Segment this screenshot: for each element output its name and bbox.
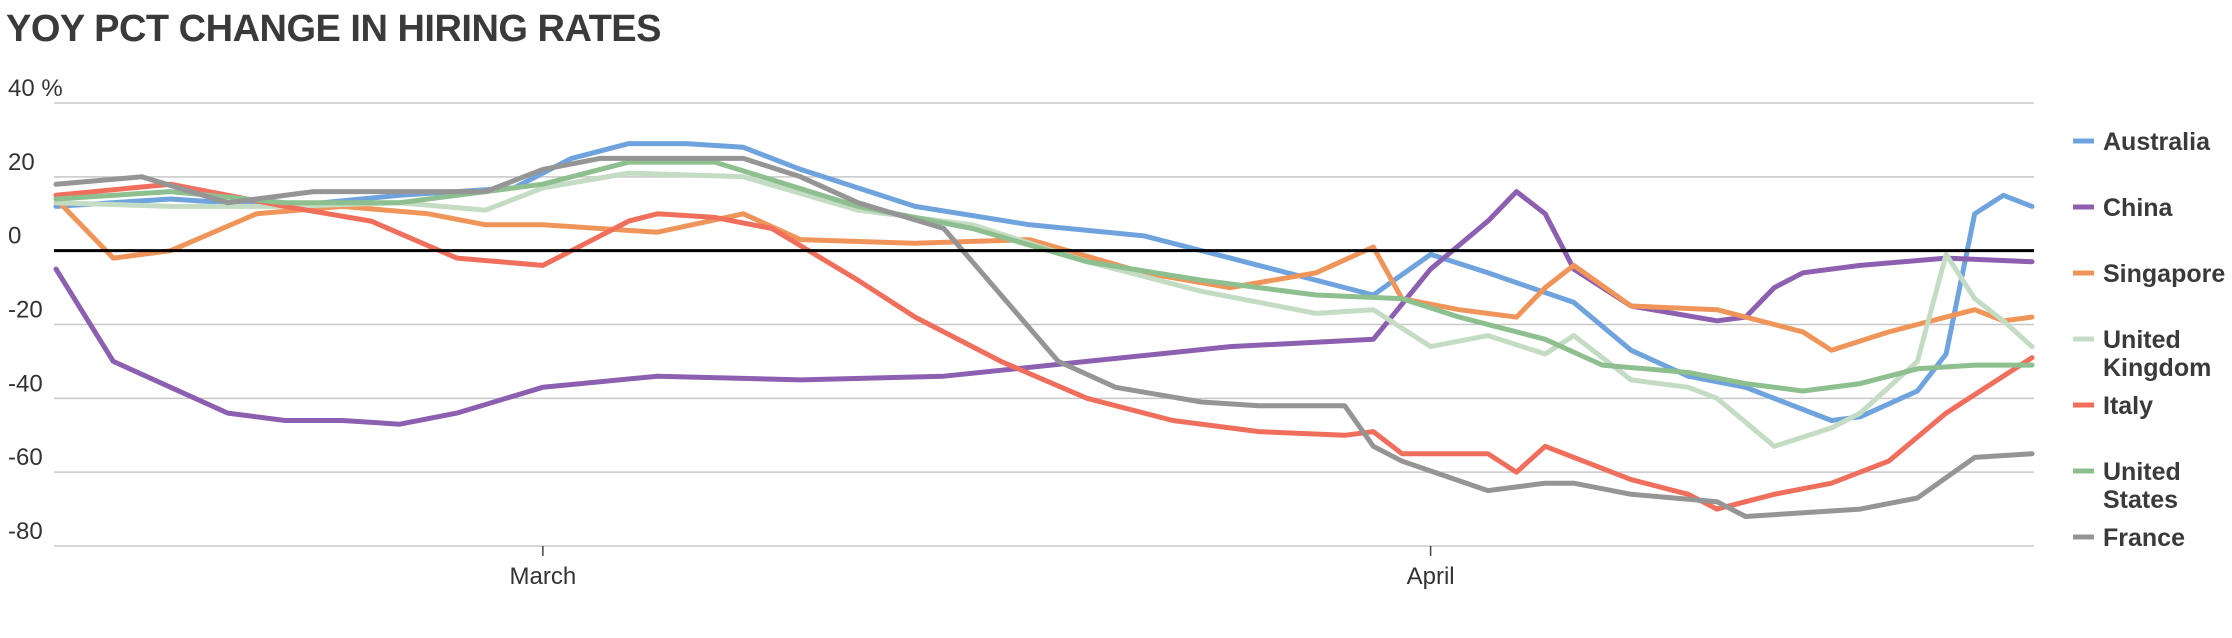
legend-item-italy: Italy [2073, 392, 2153, 420]
legend-item-united-states: United States [2073, 458, 2181, 514]
legend-label: Italy [2103, 392, 2153, 420]
legend-label: United Kingdom [2103, 326, 2211, 382]
legend-item-china: China [2073, 194, 2174, 222]
y-tick-label: -60 [8, 444, 43, 471]
legend-item-australia: Australia [2073, 128, 2211, 156]
y-tick-label: 40 % [8, 75, 63, 102]
legend-label: United States [2103, 458, 2181, 514]
y-tick-label: -80 [8, 518, 43, 545]
x-tick-label: April [1407, 563, 1455, 590]
x-tick-label: March [509, 563, 576, 590]
y-tick-label: 0 [8, 223, 21, 250]
y-axis-tick-labels: 40 % 20 0 -20 -40 -60 -80 [8, 75, 63, 545]
series-line-italy [53, 181, 2035, 512]
legend-label: Australia [2103, 128, 2211, 156]
y-tick-label: -40 [8, 370, 43, 397]
legend-label: France [2103, 524, 2185, 552]
y-tick-label: 20 [8, 149, 35, 176]
grid-lines [54, 102, 2034, 547]
y-tick-label: -20 [8, 297, 43, 324]
legend-item-united-kingdom: United Kingdom [2073, 326, 2211, 382]
legend-item-france: France [2073, 524, 2185, 552]
chart-title: YOY PCT CHANGE IN HIRING RATES [6, 8, 662, 50]
series-line-united-kingdom [53, 170, 2035, 449]
series-line-china [53, 189, 2035, 427]
legend: Australia China Singapore United Kingdom Ital… [2073, 128, 2225, 552]
series-line-australia [53, 141, 2035, 423]
legend-item-singapore: Singapore [2073, 260, 2225, 288]
x-axis-ticks: March April [509, 546, 1455, 590]
legend-label: China [2103, 194, 2174, 222]
series-line-singapore [53, 196, 2035, 353]
series-line-united-states [53, 159, 2035, 394]
series-lines [53, 141, 2035, 519]
series-line-france [53, 155, 2035, 519]
legend-label: Singapore [2103, 260, 2225, 288]
